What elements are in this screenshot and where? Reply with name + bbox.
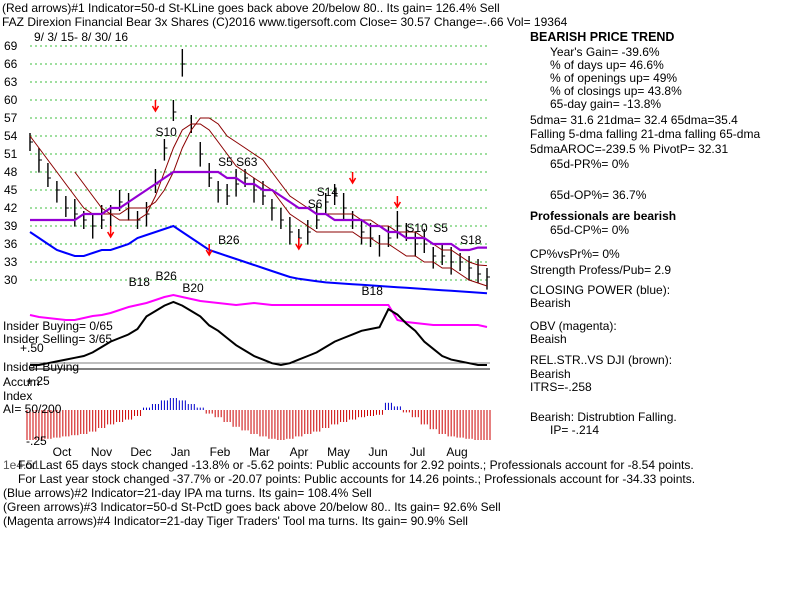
right-panel-line: 65-day gain= -13.8% bbox=[550, 97, 662, 111]
y-tick-label: 48 bbox=[4, 165, 18, 179]
footer-overlap-prefix: 1e4.51 bbox=[3, 458, 40, 472]
signal-label: S10 bbox=[155, 125, 177, 139]
signal-label: B20 bbox=[182, 281, 204, 295]
right-panel-line: 5dmaAROC=-239.5 % PivotP= 32.31 bbox=[530, 142, 729, 156]
footer-line: (Blue arrows)#2 Indicator=21-day IPA ma … bbox=[3, 486, 372, 500]
y-tick-label: 39 bbox=[4, 219, 18, 233]
y-tick-label: 66 bbox=[4, 57, 18, 71]
ma65-line bbox=[30, 170, 487, 252]
right-panel-line: CLOSING POWER (blue): bbox=[530, 283, 671, 297]
x-month-label: May bbox=[327, 445, 350, 459]
minus25-label: -.25 bbox=[26, 434, 47, 448]
right-panel-line: Bearish bbox=[530, 367, 571, 381]
ma-lower-line bbox=[74, 123, 488, 287]
signal-label: S14 bbox=[317, 185, 339, 199]
x-month-label: Jul bbox=[410, 445, 425, 459]
index-label: Index bbox=[3, 389, 33, 403]
y-tick-label: 33 bbox=[4, 255, 18, 269]
red-arrow bbox=[348, 172, 357, 185]
signal-label: B26 bbox=[218, 233, 240, 247]
y-tick-label: 63 bbox=[4, 75, 18, 89]
right-panel-line: Bearish: Distrubtion Falling. bbox=[530, 410, 677, 424]
header-line2: FAZ Direxion Financial Bear 3x Shares (C… bbox=[2, 15, 568, 29]
x-month-label: Aug bbox=[446, 445, 467, 459]
footer-line: For Last 65 days stock changed -13.8% or… bbox=[18, 458, 694, 472]
y-tick-label: 60 bbox=[4, 93, 18, 107]
right-panel-line: OBV (magenta): bbox=[530, 319, 617, 333]
date-range: 9/ 3/ 15- 8/ 30/ 16 bbox=[34, 30, 129, 44]
y-tick-label: 30 bbox=[4, 273, 18, 287]
signal-label: S18 bbox=[460, 233, 482, 247]
signal-label: B18 bbox=[362, 284, 384, 298]
right-panel-line: Strength Profess/Pub= 2.9 bbox=[530, 263, 672, 277]
x-month-label: Feb bbox=[210, 445, 231, 459]
x-month-label: Jan bbox=[171, 445, 190, 459]
right-panel-line: IP= -.214 bbox=[550, 423, 600, 437]
accum-label: Accum bbox=[3, 375, 40, 389]
insider-buying-count: Insider Buying= 0/65 bbox=[3, 319, 113, 333]
x-month-label: Apr bbox=[290, 445, 309, 459]
plus50-label: +.50 bbox=[20, 341, 44, 355]
insider-selling-count: Insider Selling= 3/65 bbox=[3, 332, 113, 346]
y-tick-label: 36 bbox=[4, 237, 18, 251]
red-arrow bbox=[393, 196, 402, 209]
signal-label: B18 bbox=[129, 275, 151, 289]
ai-label: AI= 50/200 bbox=[3, 402, 62, 416]
red-arrow bbox=[205, 244, 213, 257]
signal-label: S10 bbox=[406, 221, 428, 235]
right-panel-line: Professionals are bearish bbox=[530, 209, 677, 223]
y-tick-label: 69 bbox=[4, 39, 18, 53]
header-line1: (Red arrows)#1 Indicator=50-d St-KLine g… bbox=[2, 1, 500, 15]
signal-label: S5 bbox=[218, 155, 233, 169]
red-arrow bbox=[151, 100, 160, 113]
y-tick-label: 51 bbox=[4, 147, 18, 161]
red-arrow bbox=[295, 238, 303, 251]
right-panel-line: Falling 5-dma falling 21-dma falling 65-… bbox=[530, 127, 761, 141]
x-month-label: Nov bbox=[91, 445, 112, 459]
footer-line: (Green arrows)#3 Indicator=50-d St-PctD … bbox=[3, 500, 501, 514]
y-tick-label: 54 bbox=[4, 129, 18, 143]
ip21-line bbox=[30, 300, 487, 367]
right-panel-line: 5dma= 31.6 21dma= 32.4 65dma=35.4 bbox=[530, 113, 738, 127]
right-panel-line: 65d-OP%= 36.7% bbox=[550, 188, 647, 202]
signal-label: S5 bbox=[433, 221, 448, 235]
x-month-label: Jun bbox=[368, 445, 387, 459]
signal-label: S63 bbox=[236, 155, 258, 169]
signal-label: S6 bbox=[308, 197, 323, 211]
x-month-label: Dec bbox=[130, 445, 151, 459]
ma21-line bbox=[29, 117, 488, 267]
insider-buying-label: Insider Buying bbox=[3, 360, 80, 374]
right-panel-line: Bearish bbox=[530, 296, 571, 310]
right-panel-line: ITRS=-.258 bbox=[530, 380, 592, 394]
footer-line: (Magenta arrows)#4 Indicator=21-day Tige… bbox=[3, 514, 468, 528]
closing-power-line bbox=[29, 224, 488, 295]
footer-line: For Last year stock changed -37.7% or -2… bbox=[18, 472, 696, 486]
right-panel-line: CP%vsPr%= 0% bbox=[530, 247, 620, 261]
y-tick-label: 57 bbox=[4, 111, 18, 125]
obv-line bbox=[29, 293, 488, 328]
right-panel-line: 65d-CP%= 0% bbox=[550, 223, 630, 237]
right-panel-line: REL.STR..VS DJI (brown): bbox=[530, 353, 673, 367]
right-panel-line: Year's Gain= -39.6% bbox=[550, 45, 660, 59]
plus25-label: +.25 bbox=[26, 374, 50, 388]
right-panel-line: % of closings up= 43.8% bbox=[550, 84, 682, 98]
trend-title: BEARISH PRICE TREND bbox=[530, 30, 675, 44]
x-month-label: Mar bbox=[249, 445, 270, 459]
y-tick-label: 45 bbox=[4, 183, 18, 197]
x-month-label: Oct bbox=[53, 445, 72, 459]
right-panel-line: % of openings up= 49% bbox=[550, 71, 678, 85]
right-panel-line: Beaish bbox=[530, 332, 567, 346]
red-arrow bbox=[107, 226, 115, 239]
y-tick-label: 42 bbox=[4, 201, 18, 215]
signal-label: B26 bbox=[155, 269, 177, 283]
right-panel-line: 65d-PR%= 0% bbox=[550, 157, 630, 171]
right-panel-line: % of days up= 46.6% bbox=[550, 58, 664, 72]
